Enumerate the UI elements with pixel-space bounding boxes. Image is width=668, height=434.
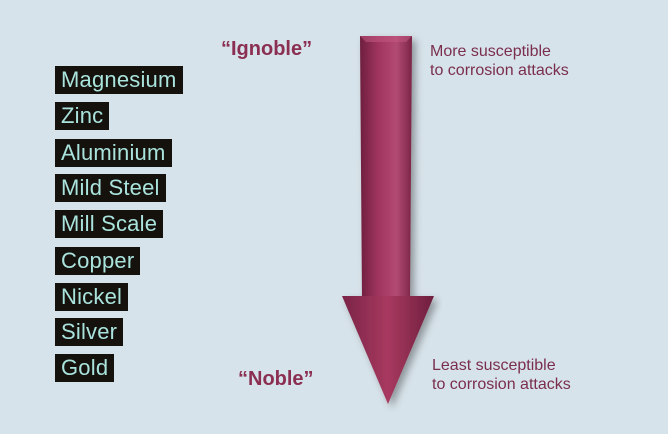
arrow-head — [342, 296, 434, 404]
metal-label-mill-scale: Mill Scale — [55, 210, 164, 238]
least-susceptible-line-2: to corrosion attacks — [432, 376, 571, 393]
metal-label-magnesium: Magnesium — [55, 66, 183, 94]
noble-label: “Noble” — [238, 368, 314, 390]
metal-label-zinc: Zinc — [55, 102, 110, 130]
metal-label-nickel: Nickel — [55, 283, 129, 311]
least-susceptible-note: Least susceptible to corrosion attacks — [432, 356, 571, 394]
more-susceptible-line-2: to corrosion attacks — [430, 62, 569, 79]
metal-label-copper: Copper — [55, 247, 141, 275]
metal-label-silver: Silver — [55, 318, 124, 346]
more-susceptible-note: More susceptible to corrosion attacks — [430, 42, 569, 80]
more-susceptible-line-1: More susceptible — [430, 43, 551, 60]
metal-label-mild-steel: Mild Steel — [55, 174, 166, 202]
arrow-shaft — [360, 36, 412, 300]
ignoble-label: “Ignoble” — [221, 38, 313, 60]
metal-series-list: Magnesium Zinc Aluminium Mild Steel Mill… — [0, 0, 220, 434]
metal-label-gold: Gold — [55, 354, 115, 382]
least-susceptible-line-1: Least susceptible — [432, 357, 556, 374]
metal-label-aluminium: Aluminium — [55, 139, 172, 167]
down-arrow-icon — [342, 36, 434, 404]
